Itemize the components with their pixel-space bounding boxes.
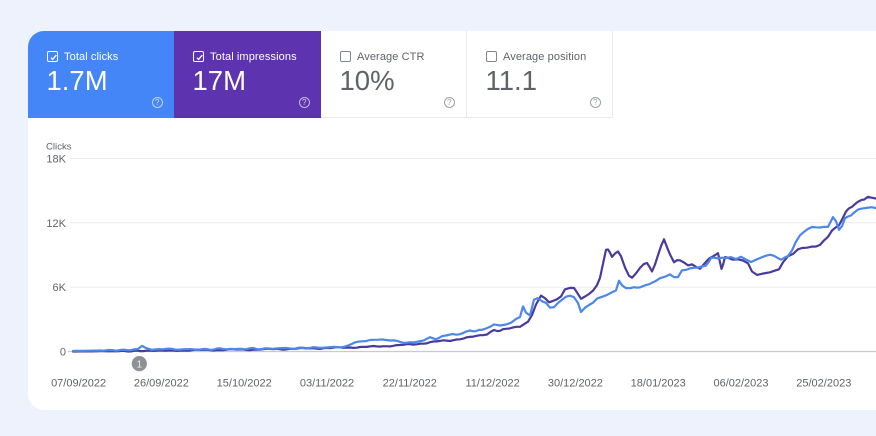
- svg-text:1: 1: [137, 359, 143, 370]
- svg-text:12K: 12K: [46, 218, 66, 230]
- svg-text:6K: 6K: [53, 282, 67, 294]
- svg-text:15/10/2022: 15/10/2022: [217, 378, 272, 390]
- svg-text:30/12/2022: 30/12/2022: [548, 378, 603, 390]
- svg-text:22/11/2022: 22/11/2022: [383, 378, 437, 390]
- svg-text:26/09/2022: 26/09/2022: [134, 378, 189, 390]
- svg-text:06/02/2023: 06/02/2023: [713, 378, 768, 390]
- svg-text:03/11/2022: 03/11/2022: [300, 378, 354, 390]
- svg-text:Clicks: Clicks: [46, 141, 72, 152]
- svg-text:18K: 18K: [46, 154, 66, 166]
- svg-text:11/12/2022: 11/12/2022: [465, 378, 519, 390]
- svg-text:07/09/2022: 07/09/2022: [51, 378, 106, 390]
- svg-text:18/01/2023: 18/01/2023: [631, 378, 686, 390]
- svg-text:0: 0: [60, 347, 66, 359]
- svg-text:25/02/2023: 25/02/2023: [796, 378, 851, 390]
